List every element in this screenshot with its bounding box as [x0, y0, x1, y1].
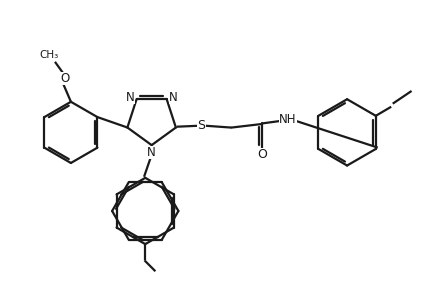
Text: S: S: [197, 119, 205, 132]
Text: O: O: [61, 72, 70, 85]
Text: CH₃: CH₃: [39, 50, 59, 60]
Text: O: O: [256, 148, 266, 161]
Text: N: N: [125, 91, 135, 104]
Text: N: N: [147, 146, 156, 159]
Text: NH: NH: [279, 113, 296, 126]
Text: N: N: [168, 91, 177, 104]
